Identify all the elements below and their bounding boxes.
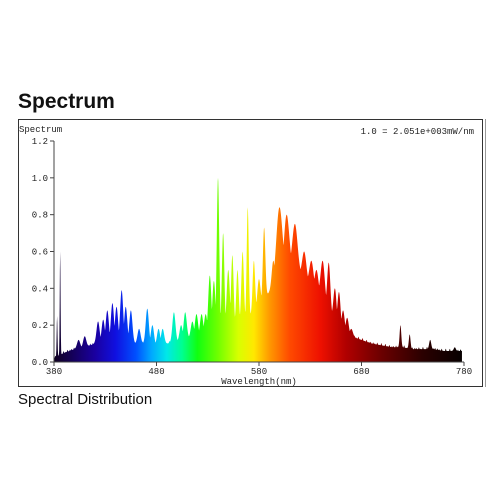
x-tick-label: 380 [46,367,62,377]
x-tick-label: 680 [353,367,369,377]
figure-caption: Spectral Distribution [18,391,153,408]
y-tick-label: 0.2 [32,321,48,331]
x-axis-label: Wavelength(nm) [221,377,297,386]
y-ticks: 0.0 0.2 0.4 0.6 0.8 1.0 1.2 [32,137,54,368]
x-tick-label: 480 [148,367,164,377]
frame-edge [485,119,486,387]
x-ticks: 380 480 580 680 780 [46,362,472,377]
y-axis-label: Spectrum [19,125,62,135]
chart-frame: Spectrum 1.0 = 2.051e+003mW/nm 0.0 0.2 0.4… [18,119,483,387]
y-tick-label: 0.0 [32,358,48,368]
y-tick-label: 0.6 [32,248,48,258]
y-tick-label: 0.8 [32,211,48,221]
spectrum-chart: Spectrum 1.0 = 2.051e+003mW/nm 0.0 0.2 0.4… [19,125,474,387]
page-heading: Spectrum [18,90,115,113]
spectrum-area [54,177,462,362]
x-tick-label: 780 [456,367,472,377]
y-tick-label: 1.0 [32,174,48,184]
x-tick-label: 580 [251,367,267,377]
y-tick-label: 1.2 [32,137,48,147]
scale-annotation: 1.0 = 2.051e+003mW/nm [361,127,474,137]
y-tick-label: 0.4 [32,284,48,294]
